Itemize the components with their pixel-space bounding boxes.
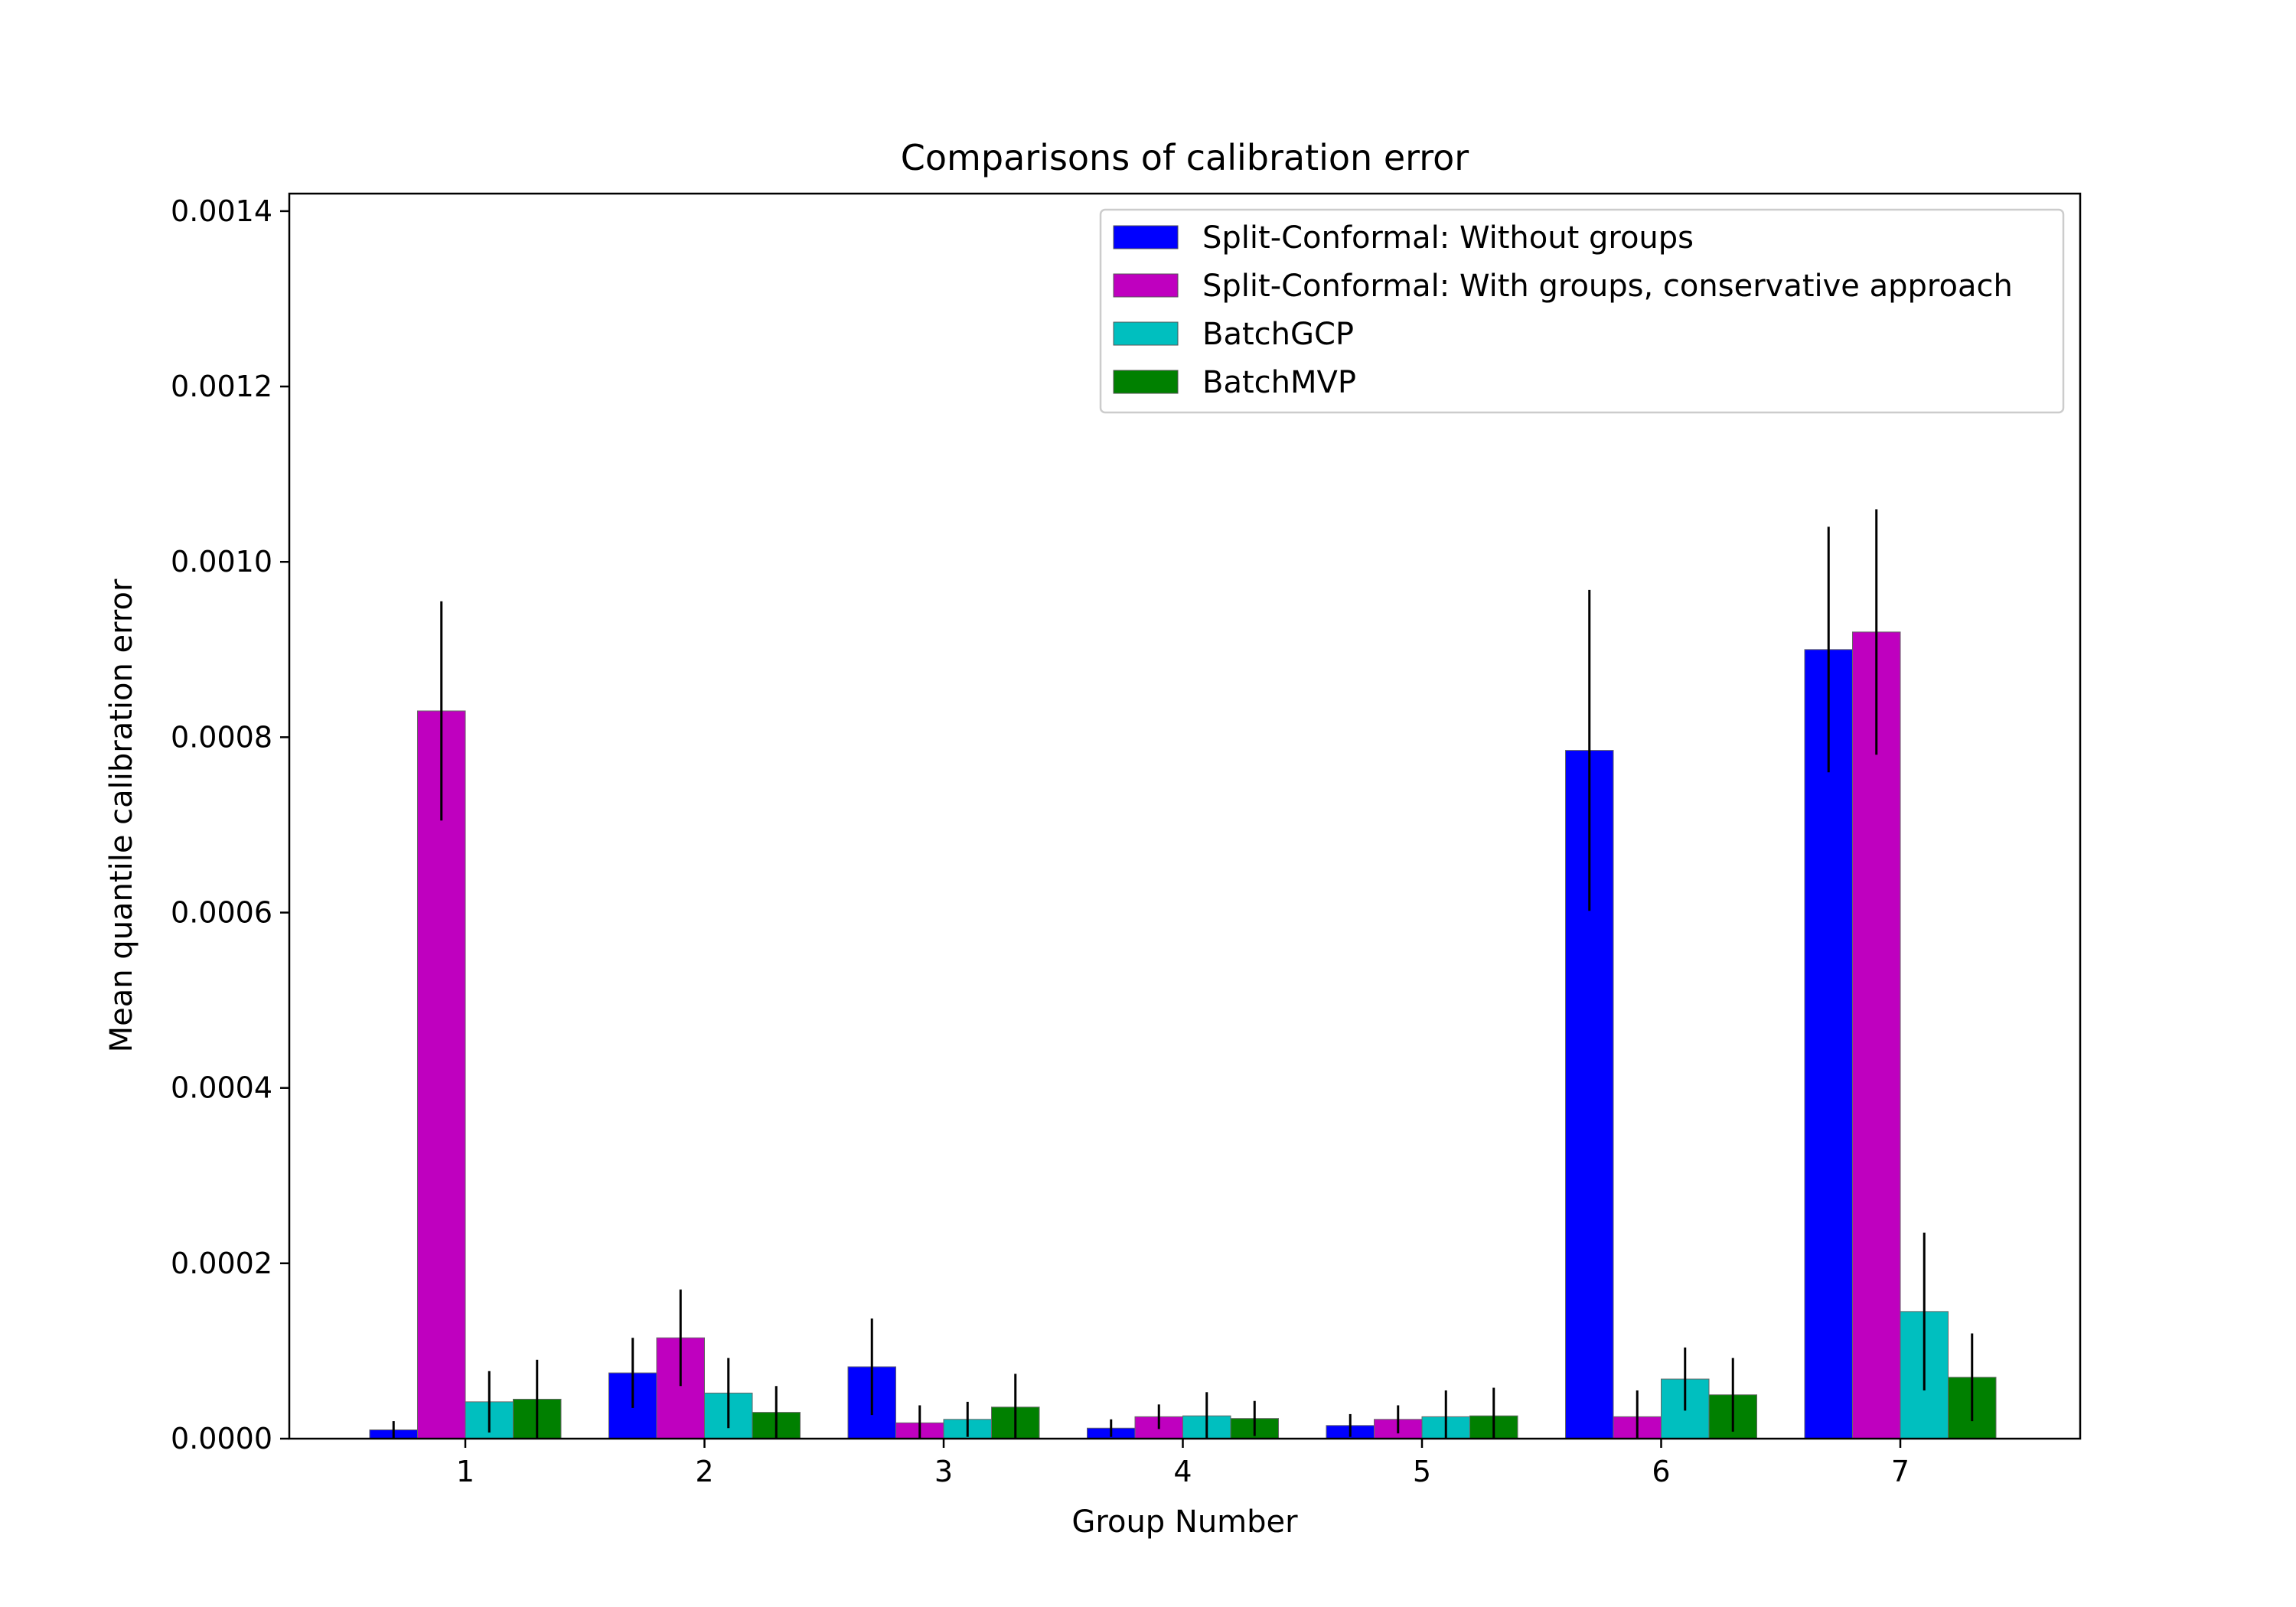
axes-frame: [288, 192, 2082, 1440]
y-tick-label: 0.0006: [171, 896, 272, 930]
x-axis-label: Group Number: [1071, 1504, 1298, 1540]
y-tick-label: 0.0014: [171, 194, 272, 228]
legend: Split-Conformal: Without groups Split-Co…: [1099, 208, 2065, 414]
legend-label-batchgcp: BatchGCP: [1202, 317, 1354, 352]
x-tick-label: 2: [695, 1455, 713, 1488]
legend-frame: [1099, 208, 2065, 414]
y-tick-label: 0.0012: [171, 370, 272, 403]
legend-label-split-with: Split-Conformal: With groups, conservati…: [1202, 269, 2013, 304]
legend-swatch-batchmvp: [1113, 370, 1179, 394]
x-tick-label: 5: [1413, 1455, 1431, 1488]
legend-swatch-split-with: [1113, 273, 1179, 298]
legend-label-split-without: Split-Conformal: Without groups: [1202, 220, 1694, 256]
legend-swatch-batchgcp: [1113, 321, 1179, 346]
x-tick-label: 1: [456, 1455, 475, 1488]
plot-area: 0.0000 0.0002 0.0004 0.0006 0.0008 0.0010 0.00…: [171, 194, 1997, 1488]
y-tick-label: 0.0002: [171, 1247, 272, 1280]
y-tick-label: 0.0010: [171, 545, 272, 579]
legend-swatch-split-without: [1113, 225, 1179, 249]
y-tick-label: 0.0008: [171, 720, 272, 754]
chart-title: Comparisons of calibration error: [901, 137, 1469, 178]
x-tick-label: 6: [1652, 1455, 1670, 1488]
bar: [1804, 649, 1853, 1439]
x-tick-label: 3: [934, 1455, 953, 1488]
x-tick-label: 4: [1173, 1455, 1192, 1488]
x-tick-label: 7: [1891, 1455, 1910, 1488]
bar: [417, 710, 466, 1439]
y-tick-label: 0.0000: [171, 1422, 272, 1455]
y-axis-label: Mean quantile calibration error: [104, 579, 139, 1052]
y-tick-label: 0.0004: [171, 1071, 272, 1105]
legend-label-batchmvp: BatchMVP: [1202, 365, 1356, 400]
bar: [1852, 631, 1901, 1439]
